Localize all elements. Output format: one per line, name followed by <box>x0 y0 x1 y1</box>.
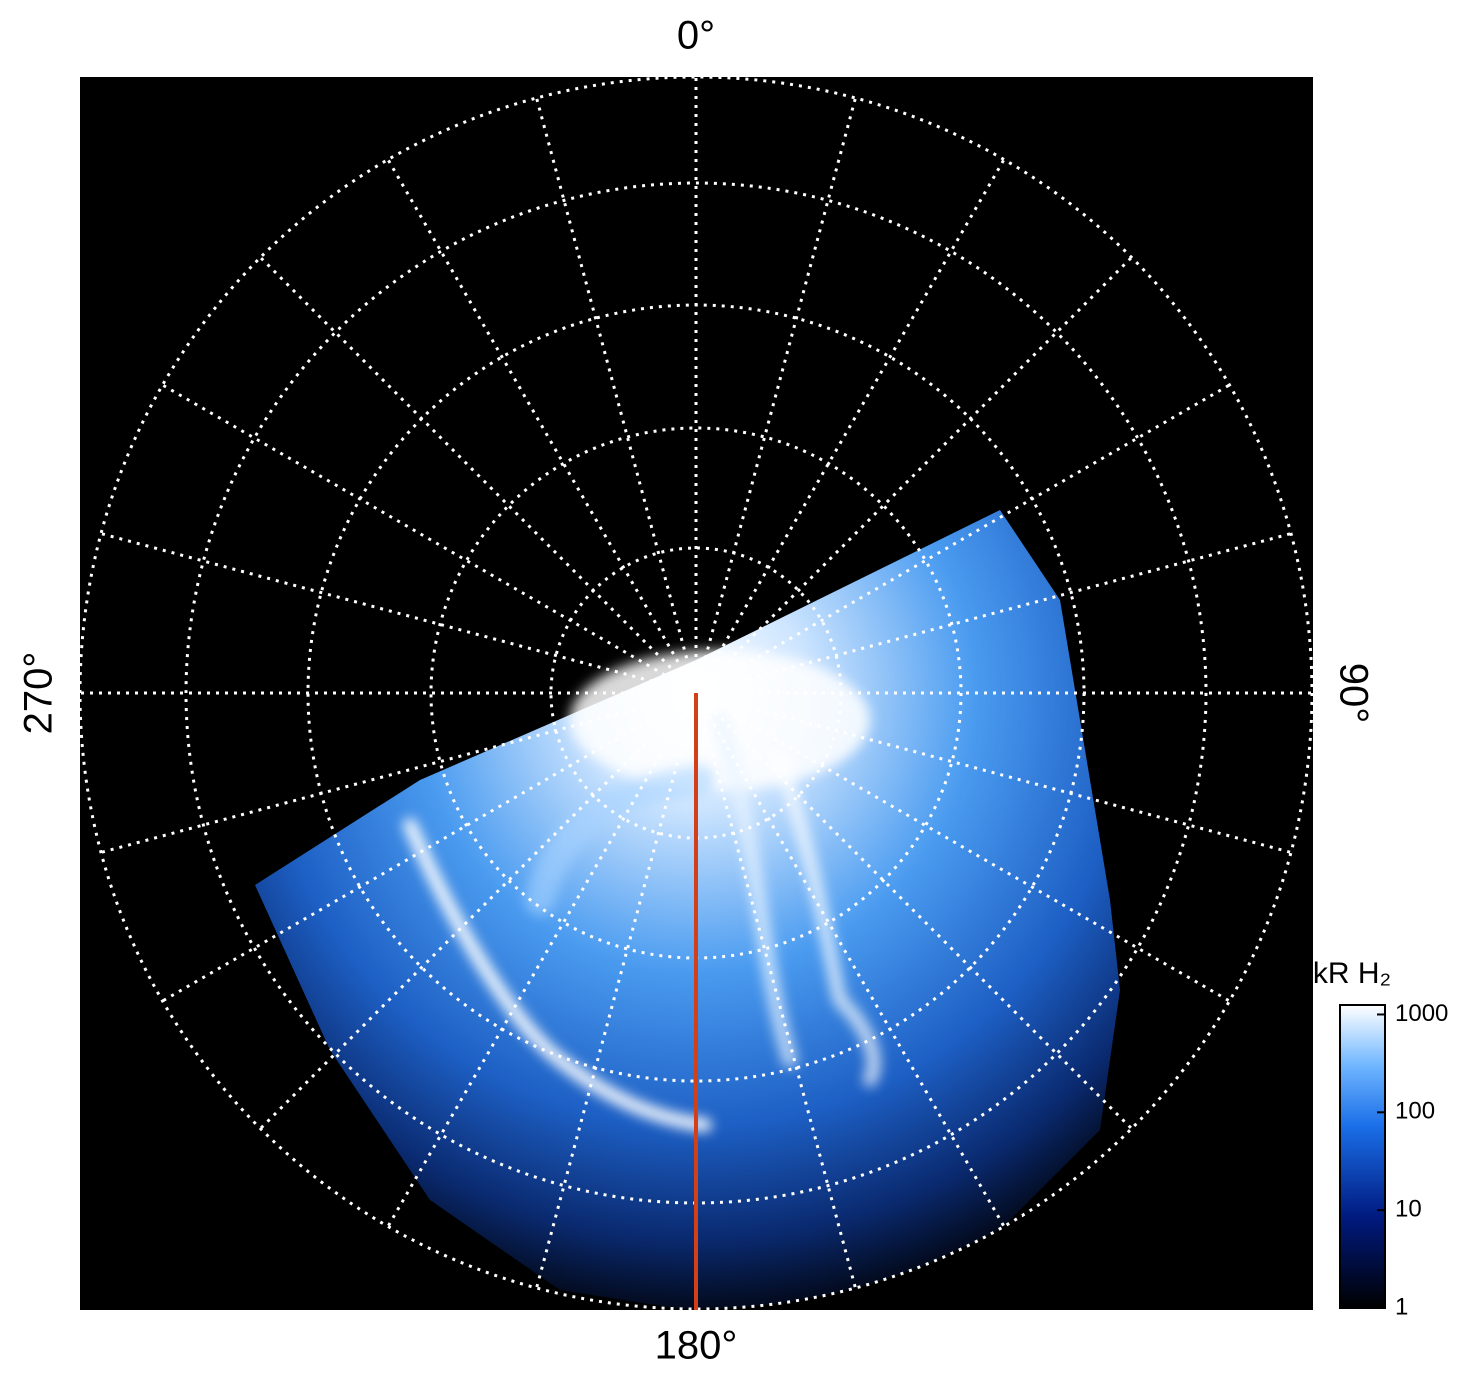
grid-spoke <box>259 256 698 695</box>
colorbar-tick-label: 100 <box>1395 1098 1435 1125</box>
grid-spoke <box>695 691 1231 1003</box>
colorbar-tick-label: 1000 <box>1395 1000 1448 1027</box>
grid-spoke <box>694 692 1006 1228</box>
grid-spoke <box>386 158 698 694</box>
grid-spoke <box>386 692 698 1228</box>
grid-spoke <box>535 692 698 1289</box>
grid-spoke <box>694 158 1006 694</box>
colorbar-label: kR H₂ <box>1313 957 1391 990</box>
grid-spoke <box>695 691 1292 854</box>
grid-spoke <box>695 383 1231 695</box>
grid-spoke <box>100 691 697 854</box>
grid-spoke <box>100 532 697 695</box>
grid-spoke <box>535 97 698 694</box>
grid-spoke <box>161 383 697 695</box>
grid-spoke <box>694 691 1133 1130</box>
grid-spoke <box>161 691 697 1003</box>
grid-spoke <box>695 532 1292 695</box>
colorbar-tick-label: 10 <box>1395 1196 1422 1223</box>
angle-tick-label: 180° <box>655 1324 738 1368</box>
grid-spoke <box>694 692 857 1289</box>
colorbar-tick-label: 1 <box>1395 1293 1408 1320</box>
angle-tick-label: 90° <box>1331 663 1375 724</box>
grid-spoke <box>259 691 698 1130</box>
angle-tick-label: 270° <box>17 652 61 735</box>
aurora-image <box>255 510 1120 1309</box>
grid-spoke <box>694 97 857 694</box>
colorbar <box>1339 1004 1386 1309</box>
angle-tick-label: 0° <box>677 14 715 58</box>
grid-ring <box>78 75 1314 1311</box>
grid-spoke <box>694 256 1133 695</box>
